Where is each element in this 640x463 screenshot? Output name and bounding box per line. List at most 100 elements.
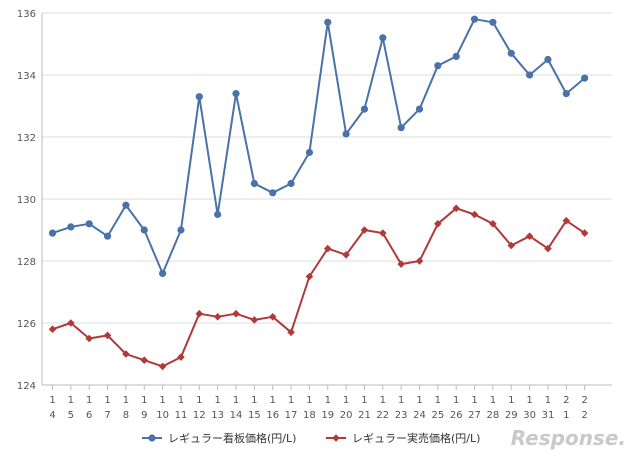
data-point [507,49,515,57]
x-tick-label-month: 1 [141,395,147,406]
data-point [562,216,571,225]
data-point [159,269,167,277]
data-point [562,90,570,98]
x-tick-label-day: 6 [86,410,92,421]
y-tick-label: 130 [17,195,36,206]
x-tick-label-month: 1 [453,395,459,406]
x-tick-label-day: 25 [431,410,444,421]
x-tick-label-day: 27 [468,410,481,421]
x-tick-label-day: 1 [563,410,569,421]
x-tick-label-day: 24 [413,410,426,421]
x-tick-label-month: 1 [398,395,404,406]
data-point [379,229,387,237]
x-tick-label-day: 20 [340,410,353,421]
data-point [526,71,534,79]
x-tick-label-month: 1 [178,395,184,406]
x-tick-label-day: 26 [450,410,463,421]
data-point [489,220,497,228]
data-point [48,229,57,237]
data-point [544,55,552,64]
data-point [232,90,240,98]
data-point [323,244,332,253]
data-point [85,220,93,228]
x-tick-label-day: 16 [266,410,279,421]
watermark-text: Response. [511,426,626,450]
x-tick-label-month: 1 [68,395,74,406]
data-point [324,18,332,26]
x-tick-label-month: 1 [214,395,220,406]
data-point [452,52,460,61]
data-point [140,226,148,234]
data-point [581,74,589,82]
x-tick-label-month: 1 [380,395,386,406]
data-point [397,260,405,268]
data-point [268,313,277,321]
x-tick-label-month: 1 [361,395,367,406]
x-tick-label-month: 1 [306,395,312,406]
data-point [397,124,405,132]
response-logo: Response. [511,426,626,450]
x-axis: 1415161718191101111121131141151161171181… [49,385,588,421]
data-point [525,232,534,240]
data-point [85,334,93,343]
x-tick-label-month: 1 [196,395,202,406]
series-line [52,18,586,275]
x-tick-label-month: 1 [435,395,441,406]
data-point [214,210,222,219]
x-tick-label-day: 7 [104,410,110,421]
x-tick-label-day: 2 [581,410,587,421]
x-tick-label-day: 4 [49,410,55,421]
data-point [434,220,442,228]
x-tick-label-month: 1 [270,395,276,406]
data-point [287,179,295,188]
x-tick-label-day: 30 [523,410,536,421]
data-point [470,15,479,23]
data-point [195,93,203,101]
x-tick-label-month: 1 [343,395,349,406]
x-tick-label-month: 1 [49,395,55,406]
x-tick-label-month: 1 [325,395,331,406]
x-tick-label-month: 1 [490,395,496,406]
x-tick-label-day: 21 [358,410,371,421]
data-point [580,229,589,237]
y-tick-label: 132 [17,133,36,144]
data-point [415,105,424,113]
data-point [232,309,240,318]
data-point [48,325,57,333]
series-group [48,15,589,371]
legend-marker [148,434,156,442]
x-tick-label-day: 10 [156,410,169,421]
x-tick-label-month: 1 [159,395,165,406]
x-tick-label-month: 1 [288,395,294,406]
x-tick-label-day: 28 [487,410,500,421]
data-point [434,62,442,70]
data-point [452,204,460,213]
x-tick-label-day: 8 [123,410,129,421]
series-line [52,207,586,368]
gridlines [42,12,612,386]
x-tick-label-day: 12 [193,410,206,421]
data-point [67,319,75,327]
x-tick-label-day: 29 [505,410,518,421]
legend-item-0: レギュラー看板価格(円/L) [142,431,296,445]
data-point [360,105,369,113]
series-0 [48,15,589,277]
data-point [342,130,350,138]
data-point [122,201,130,209]
x-tick-label-month: 1 [123,395,129,406]
data-point [342,251,350,259]
x-tick-label-month: 1 [104,395,110,406]
data-point [213,313,222,321]
x-tick-label-month: 1 [251,395,257,406]
data-point [489,18,497,26]
legend-label: レギュラー看板価格(円/L) [168,431,296,445]
data-point [158,362,167,371]
x-tick-label-day: 31 [542,410,555,421]
data-point [103,232,112,240]
data-point [305,148,313,157]
legend-marker [332,434,340,442]
data-point [67,223,75,231]
data-point [103,331,112,340]
y-tick-label: 128 [17,257,36,268]
